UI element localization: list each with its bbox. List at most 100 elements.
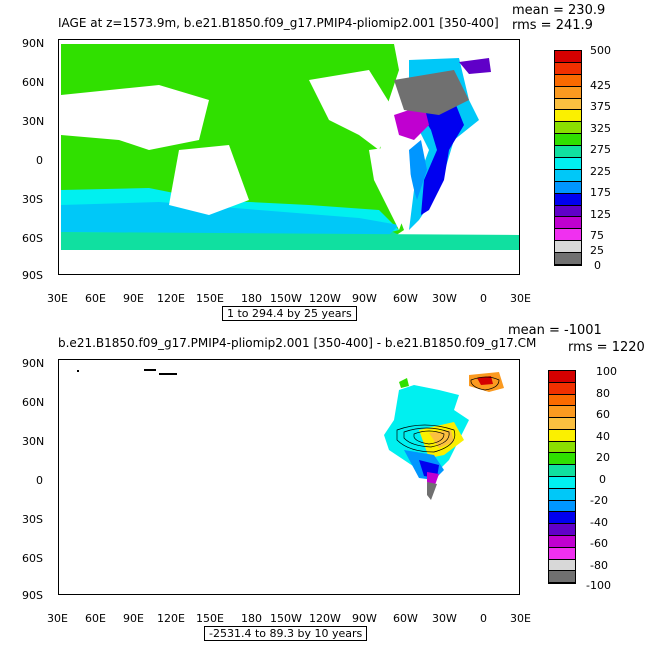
panel2-contour-info: -2531.4 to 89.3 by 10 years: [204, 626, 368, 641]
panel2-cb-label-3: 40: [596, 430, 610, 443]
panel2-lat-60s: 60S: [22, 552, 43, 565]
panel2-lat-30n: 30N: [22, 435, 45, 448]
panel2-cb-label-10: -100: [586, 579, 611, 592]
panel1-lon-2: 90E: [123, 292, 144, 305]
panel2-colorbar-swatch: [549, 382, 575, 395]
panel2-colorbar-swatch: [549, 465, 575, 478]
panel2-colorbar-swatch: [549, 394, 575, 407]
panel2-lat-90n: 90N: [22, 357, 45, 370]
panel2-colorbar-swatch: [549, 477, 575, 489]
panel1-cb-label-5: 225: [590, 165, 611, 178]
panel2-lon-4: 150E: [196, 612, 224, 625]
panel1-lon-6: 150W: [270, 292, 302, 305]
panel1-cb-label-0: 500: [590, 44, 611, 57]
panel2-colorbar-swatch: [549, 429, 575, 442]
panel2-cb-label-4: 20: [596, 451, 610, 464]
panel1-lat-0: 0: [36, 154, 43, 167]
panel1-cb-label-10: 0: [594, 259, 601, 272]
panel1-lon-11: 0: [480, 292, 487, 305]
panel2-cb-label-1: 80: [596, 387, 610, 400]
panel1-lon-9: 60W: [393, 292, 418, 305]
panel2-cb-label-6: -20: [590, 494, 608, 507]
panel1-colorbar-swatch: [555, 134, 581, 147]
panel2-title: b.e21.B1850.f09_g17.PMIP4-pliomip2.001 […: [58, 336, 537, 350]
panel1-lon-5: 180: [241, 292, 262, 305]
panel1-cb-label-9: 25: [590, 244, 604, 257]
panel1-colorbar-swatch: [555, 122, 581, 135]
panel2-colorbar-swatch: [549, 571, 575, 584]
panel1-lat-90n: 90N: [22, 37, 45, 50]
panel2-colorbar-swatch: [549, 535, 575, 548]
panel1-colorbar-swatch: [555, 158, 581, 170]
panel1-contour-info: 1 to 294.4 by 25 years: [222, 306, 357, 321]
panel1-lat-60n: 60N: [22, 76, 45, 89]
panel2-lon-9: 60W: [393, 612, 418, 625]
panel1-colorbar-swatch: [555, 51, 581, 63]
panel1-colorbar-swatch: [555, 146, 581, 159]
panel1-lat-30s: 30S: [22, 193, 43, 206]
panel1-cb-label-7: 125: [590, 208, 611, 221]
panel2-colorbar-swatch: [549, 524, 575, 536]
panel1-colorbar: [554, 50, 582, 266]
panel2-colorbar-swatch: [549, 512, 575, 525]
panel2-cb-label-9: -80: [590, 559, 608, 572]
panel1-cb-label-3: 325: [590, 122, 611, 135]
panel1-lat-60s: 60S: [22, 232, 43, 245]
panel2-lat-90s: 90S: [22, 589, 43, 602]
panel1-map: [58, 39, 520, 275]
panel2-lon-12: 30E: [510, 612, 531, 625]
panel1-colorbar-swatch: [555, 62, 581, 75]
panel1-colorbar-swatch: [555, 241, 581, 254]
panel1-colorbar-swatch: [555, 253, 581, 266]
panel2-colorbar-swatch: [549, 559, 575, 572]
panel1-cb-label-4: 275: [590, 143, 611, 156]
panel1-colorbar-swatch: [555, 86, 581, 99]
panel1-colorbar-swatch: [555, 217, 581, 230]
panel1-lon-8: 90W: [352, 292, 377, 305]
panel1-colorbar-swatch: [555, 193, 581, 206]
panel2-lon-5: 180: [241, 612, 262, 625]
panel2-cb-label-7: -40: [590, 516, 608, 529]
panel2-colorbar-swatch: [549, 453, 575, 466]
panel1-colorbar-swatch: [555, 110, 581, 123]
panel2-colorbar-swatch: [549, 406, 575, 419]
panel2-cb-label-0: 100: [596, 365, 617, 378]
panel2-colorbar-swatch: [549, 500, 575, 513]
panel2-lat-60n: 60N: [22, 396, 45, 409]
panel1-field: [61, 44, 519, 250]
panel2-cb-label-5: 0: [599, 473, 606, 486]
panel1-cb-label-8: 75: [590, 229, 604, 242]
panel1-colorbar-swatch: [555, 74, 581, 87]
panel2-lon-10: 30W: [432, 612, 457, 625]
panel1-cb-label-1: 425: [590, 79, 611, 92]
panel2-lon-11: 0: [480, 612, 487, 625]
panel2-lon-3: 120E: [157, 612, 185, 625]
panel1-lon-12: 30E: [510, 292, 531, 305]
panel1-lon-10: 30W: [432, 292, 457, 305]
panel1-lon-3: 120E: [157, 292, 185, 305]
panel1-colorbar-swatch: [555, 229, 581, 242]
panel1-mean: mean = 230.9: [512, 3, 606, 18]
panel1-lon-0: 30E: [47, 292, 68, 305]
panel1-lon-4: 150E: [196, 292, 224, 305]
panel2-lon-7: 120W: [309, 612, 341, 625]
panel2-colorbar-swatch: [549, 371, 575, 383]
panel2-lat-30s: 30S: [22, 513, 43, 526]
panel2-map: [58, 359, 520, 595]
panel2-cb-label-2: 60: [596, 408, 610, 421]
panel2-lon-0: 30E: [47, 612, 68, 625]
panel1-lon-7: 120W: [309, 292, 341, 305]
panel1-colorbar-swatch: [555, 169, 581, 182]
panel2-lon-2: 90E: [123, 612, 144, 625]
panel2-rms: rms = 1220: [568, 340, 645, 355]
panel2-field: [77, 369, 504, 500]
panel2-colorbar-swatch: [549, 547, 575, 560]
panel1-lon-1: 60E: [85, 292, 106, 305]
panel2-colorbar-swatch: [549, 418, 575, 430]
panel1-lat-90s: 90S: [22, 269, 43, 282]
panel1-lat-30n: 30N: [22, 115, 45, 128]
panel2-colorbar-swatch: [549, 488, 575, 501]
panel1-title: IAGE at z=1573.9m, b.e21.B1850.f09_g17.P…: [58, 16, 499, 30]
panel1-cb-label-2: 375: [590, 100, 611, 113]
panel2-lat-0: 0: [36, 474, 43, 487]
